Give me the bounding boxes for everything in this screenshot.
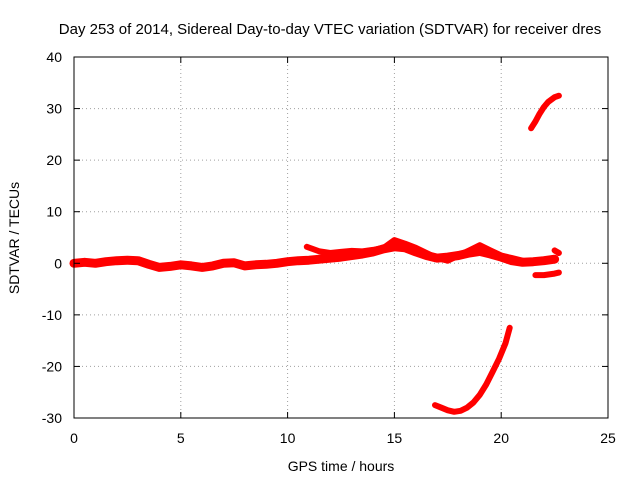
y-tick-label: 30 <box>46 101 62 117</box>
grid <box>74 57 608 418</box>
chart-title: Day 253 of 2014, Sidereal Day-to-day VTE… <box>59 21 601 38</box>
x-axis-label: GPS time / hours <box>288 458 395 474</box>
x-tick-label: 20 <box>493 430 509 446</box>
series-main-band <box>69 242 560 272</box>
y-tick-label: 10 <box>46 204 62 220</box>
series-negative-excursion <box>432 324 513 415</box>
data-series <box>69 92 562 415</box>
x-tick-label: 0 <box>70 430 78 446</box>
y-tick-label: -30 <box>42 410 62 426</box>
series-late-high-segment <box>528 92 562 132</box>
axis-ticks <box>73 56 609 419</box>
y-axis-label: SDTVAR / TECUs <box>6 182 22 294</box>
series-end-segment <box>551 247 562 256</box>
x-tick-label: 25 <box>600 430 616 446</box>
y-tick-label: 20 <box>46 152 62 168</box>
series-upper-branch <box>303 237 526 264</box>
y-tick-label: -20 <box>42 358 62 374</box>
y-tick-label: 40 <box>46 49 62 65</box>
y-tick-label: -10 <box>42 307 62 323</box>
x-tick-label: 15 <box>387 430 403 446</box>
x-tick-label: 5 <box>177 430 185 446</box>
plot-frame <box>73 56 609 419</box>
y-tick-label: 0 <box>54 255 62 271</box>
series-low-segment <box>532 269 562 279</box>
x-tick-label: 10 <box>280 430 296 446</box>
tick-labels: 0 5 10 15 20 25 -30 -20 -10 0 10 20 30 40 <box>42 49 616 446</box>
